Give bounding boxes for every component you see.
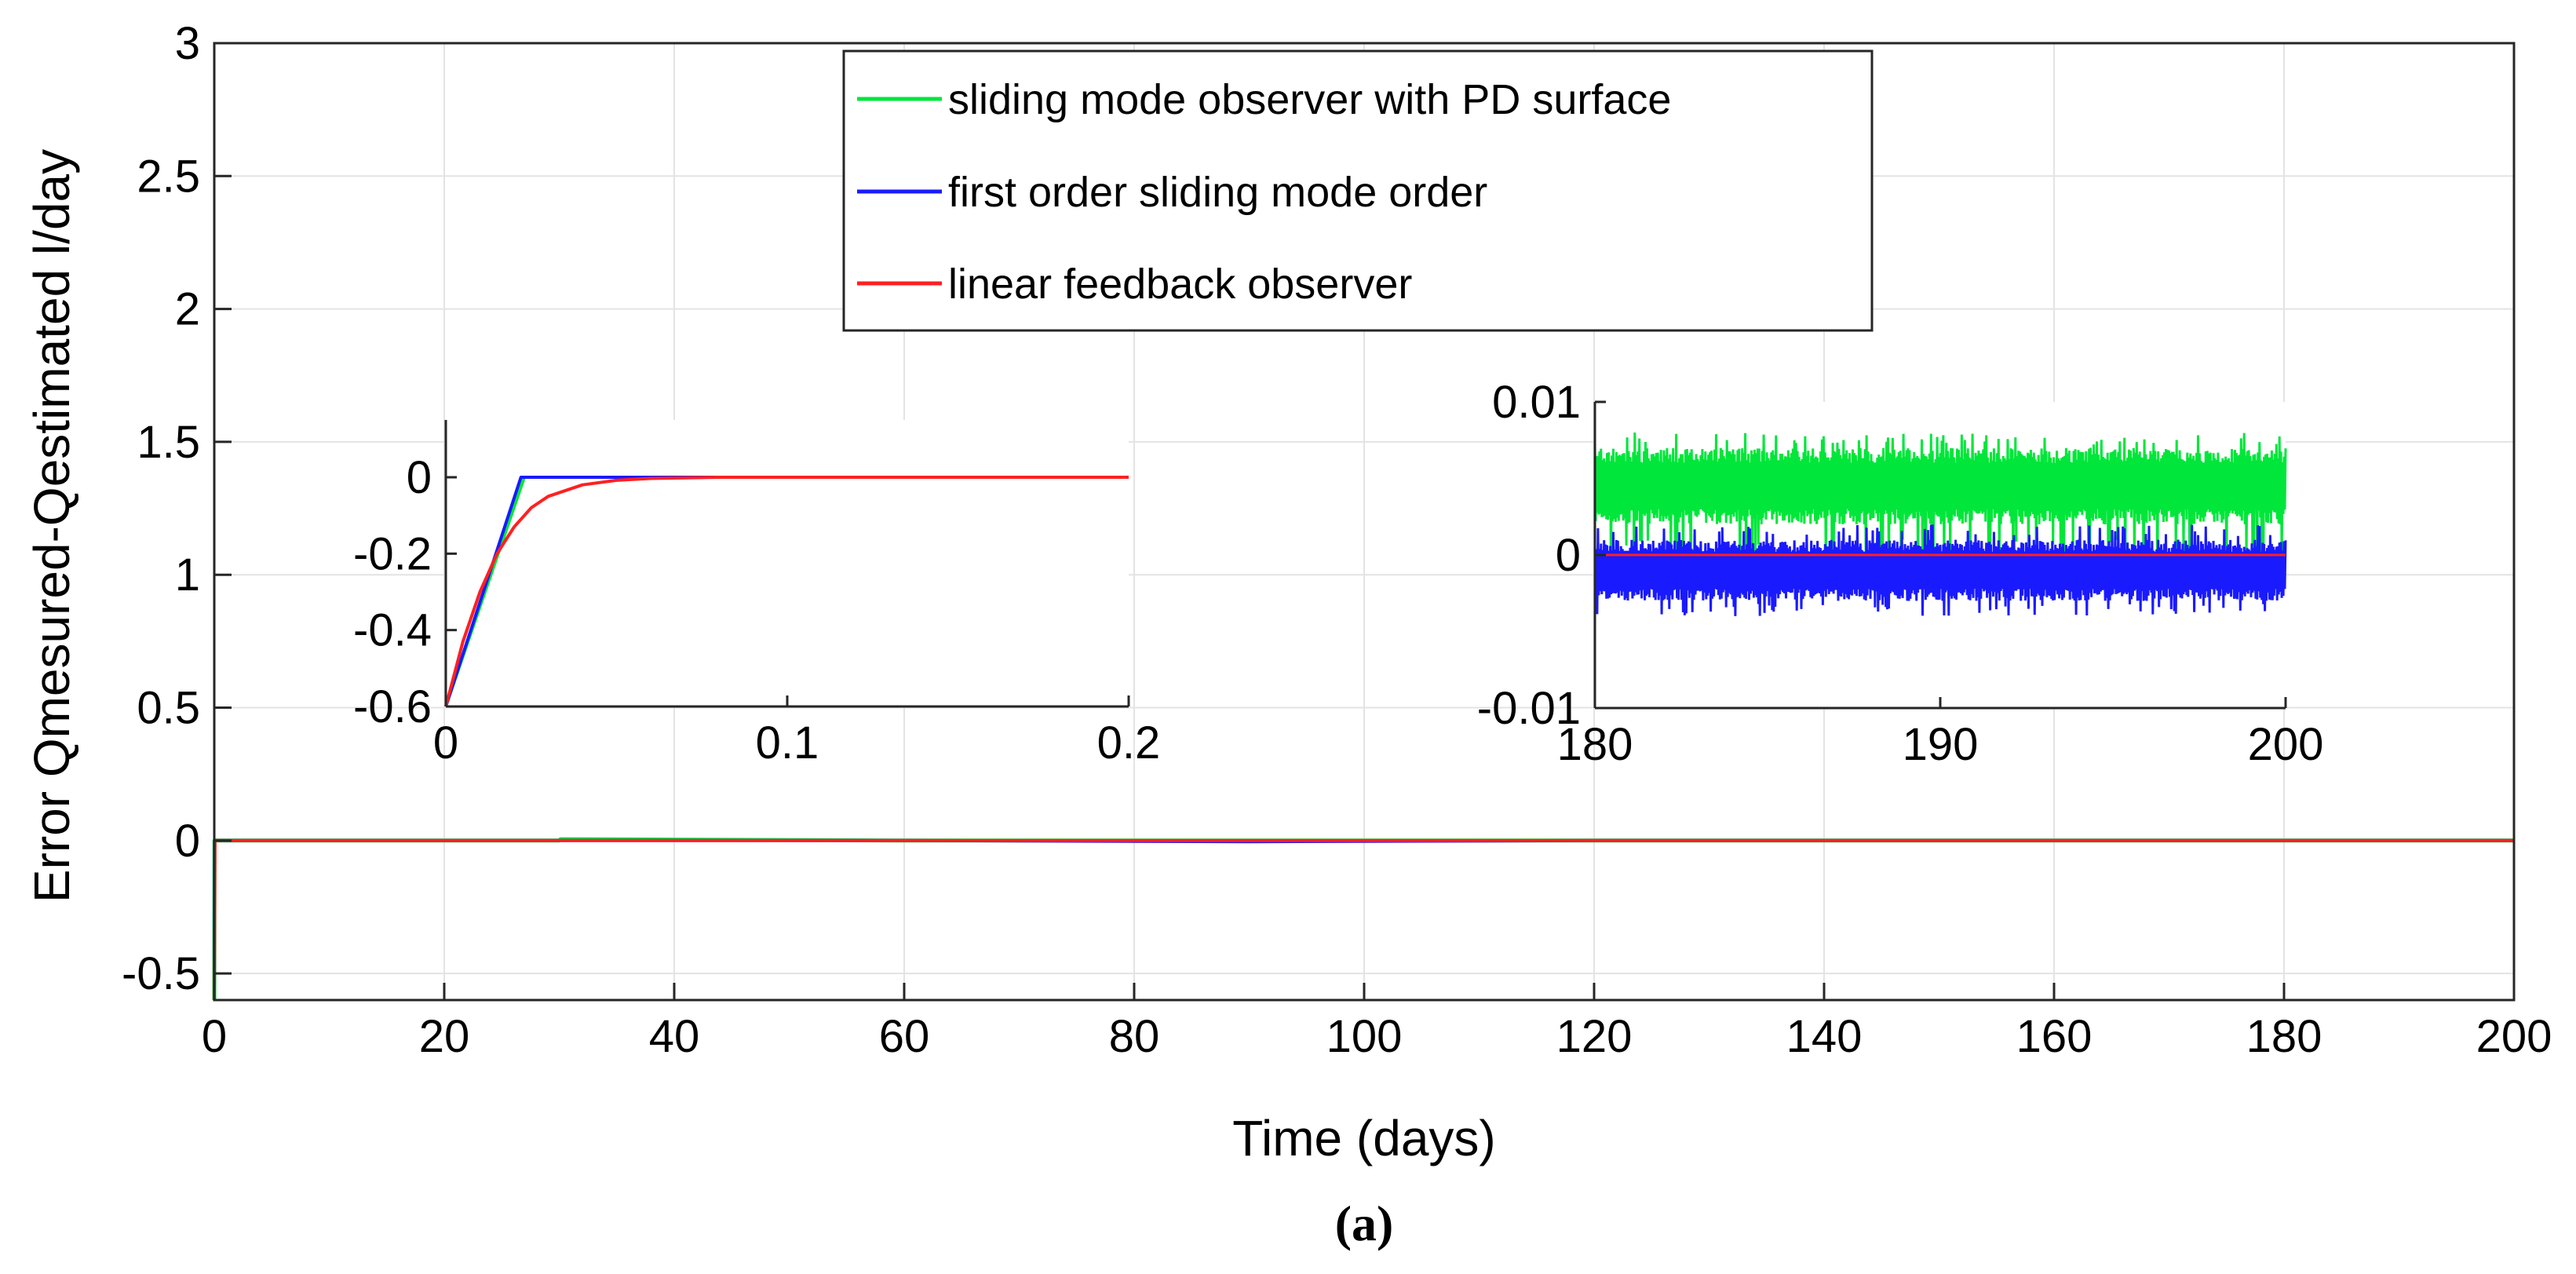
- main-y-tick-label: 0.5: [137, 683, 200, 734]
- main-x-tick-label: 20: [419, 1011, 470, 1062]
- inset-left-y-tick-label: -0.4: [353, 605, 432, 656]
- inset-right-x-tick-labels: 180 190 200: [1557, 697, 2324, 770]
- inset-left-x-tick-label: 0.2: [1097, 717, 1161, 768]
- inset-left-axes: 0 0.1 0.2 -0.6 -0.4 -0.2 0: [353, 420, 1160, 768]
- legend-label-pd: sliding mode observer with PD surface: [948, 76, 1671, 123]
- main-x-tick-label: 40: [649, 1011, 700, 1062]
- main-x-tick-label: 200: [2476, 1011, 2552, 1062]
- main-y-tick-label: 1: [175, 549, 200, 600]
- figure-caption: (a): [1335, 1196, 1394, 1251]
- inset-right-series-pd: [1593, 432, 2287, 586]
- legend-entry-first-order: first order sliding mode order: [857, 169, 1487, 216]
- inset-left-x-tick-labels: 0 0.1 0.2: [433, 695, 1160, 768]
- inset-right-y-tick-label: 0.01: [1492, 377, 1581, 428]
- inset-left-x-tick-label: 0.1: [756, 717, 819, 768]
- main-x-tick-label: 120: [1556, 1011, 1633, 1062]
- main-y-tick-label: 0: [175, 816, 200, 867]
- y-axis-label: Error Qmesured-Qestimated l/day: [24, 149, 80, 903]
- main-y-tick-label: 1.5: [137, 417, 200, 468]
- inset-right-x-tick-label: 190: [1903, 719, 1979, 770]
- inset-left-x-tick-label: 0: [433, 717, 458, 768]
- main-x-tick-label: 160: [2016, 1011, 2093, 1062]
- legend-label-first-order: first order sliding mode order: [948, 169, 1487, 216]
- inset-left-series-linear: [444, 476, 1129, 707]
- main-x-tick-label: 0: [202, 1011, 227, 1062]
- main-x-tick-label: 80: [1109, 1011, 1160, 1062]
- x-axis-label: Time (days): [1232, 1110, 1495, 1166]
- inset-right-y-tick-labels: -0.01 0 0.01: [1477, 377, 1606, 734]
- main-y-tick-label: 2.5: [137, 151, 200, 202]
- main-x-tick-label: 140: [1786, 1011, 1863, 1062]
- main-x-tick-label: 60: [879, 1011, 930, 1062]
- main-y-tick-labels: -0.5 0 0.5 1 1.5 2 2.5 3: [122, 18, 232, 999]
- inset-left-plot-area: [446, 420, 1129, 706]
- inset-right-series: [1593, 432, 2287, 616]
- legend-box: [842, 49, 1874, 332]
- inset-left-y-tick-label: -0.2: [353, 528, 432, 579]
- inset-right-x-tick-label: 200: [2248, 719, 2324, 770]
- legend: sliding mode observer with PD surface fi…: [842, 49, 1874, 332]
- main-y-tick-label: 2: [175, 284, 200, 335]
- inset-right-axes: 180 190 200 -0.01 0 0.01: [1477, 377, 2324, 770]
- legend-label-linear: linear feedback observer: [948, 261, 1412, 308]
- inset-right-y-tick-label: -0.01: [1477, 683, 1581, 734]
- inset-right-y-tick-label: 0: [1556, 530, 1581, 581]
- inset-left-y-tick-label: -0.6: [353, 681, 432, 732]
- inset-right-x-tick-label: 180: [1557, 719, 1633, 770]
- main-x-tick-label: 100: [1326, 1011, 1403, 1062]
- legend-entry-linear: linear feedback observer: [857, 261, 1412, 308]
- main-x-tick-labels: 0 20 40 60 80 100 120 140 160 180 200: [202, 983, 2552, 1062]
- main-x-tick-label: 180: [2246, 1011, 2322, 1062]
- main-y-tick-label: 3: [175, 18, 200, 69]
- main-y-tick-label: -0.5: [122, 948, 200, 999]
- inset-left-y-tick-labels: -0.6 -0.4 -0.2 0: [353, 452, 457, 732]
- inset-right-series-first-order: [1593, 524, 2287, 616]
- legend-entry-pd: sliding mode observer with PD surface: [857, 76, 1671, 123]
- inset-left-series: [444, 476, 1129, 707]
- inset-left-y-tick-label: 0: [407, 452, 432, 503]
